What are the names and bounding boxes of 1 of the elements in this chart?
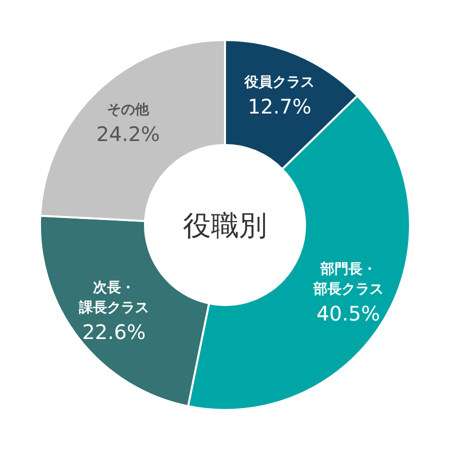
title: 役職別 <box>183 209 267 242</box>
